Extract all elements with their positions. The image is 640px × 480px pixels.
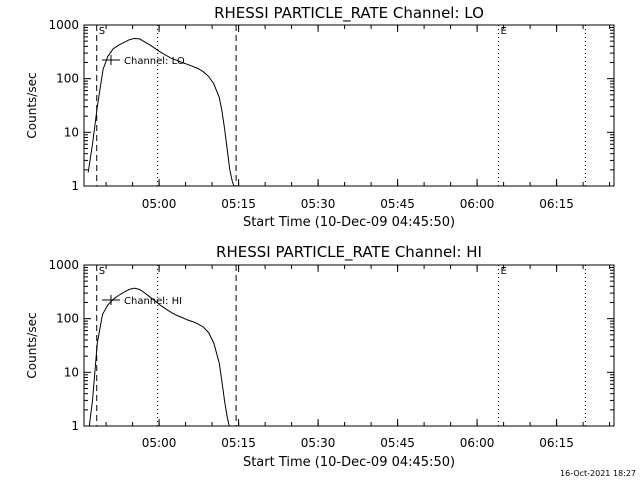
x-tick-label: 06:00	[460, 436, 495, 450]
series-line	[87, 37, 235, 187]
y-tick-label: 1	[71, 179, 79, 193]
x-axis-label: Start Time (10-Dec-09 04:45:50)	[243, 215, 455, 230]
y-tick-label: 1	[71, 419, 79, 433]
marker-label: S	[99, 26, 105, 37]
y-axis-label: Counts/sec	[25, 72, 39, 138]
x-tick-label: 06:15	[539, 436, 574, 450]
y-tick-label: 1000	[48, 258, 79, 272]
y-tick-label: 10	[64, 365, 79, 379]
chart-title: RHESSI PARTICLE_RATE Channel: HI	[216, 243, 482, 262]
x-tick-label: 05:00	[142, 436, 177, 450]
x-tick-label: 05:15	[221, 197, 256, 211]
y-tick-label: 10	[64, 125, 79, 139]
series-line	[88, 287, 230, 427]
x-tick-label: 05:00	[142, 197, 177, 211]
x-tick-label: 05:30	[301, 197, 336, 211]
marker-label: E	[500, 266, 506, 277]
chart-title: RHESSI PARTICLE_RATE Channel: LO	[214, 4, 484, 23]
legend-label: Channel: HI	[124, 296, 182, 307]
chart-panel-hi: RHESSI PARTICLE_RATE Channel: HI Start Ti…	[25, 243, 615, 470]
x-axis-label: Start Time (10-Dec-09 04:45:50)	[243, 455, 455, 470]
x-tick-label: 06:15	[539, 197, 574, 211]
y-axis-label: Counts/sec	[25, 312, 39, 378]
y-tick-label: 100	[56, 72, 79, 86]
y-tick-label: 100	[56, 312, 79, 326]
marker-label: S	[99, 266, 105, 277]
chart-panel-lo: RHESSI PARTICLE_RATE Channel: LO Start Ti…	[25, 4, 615, 230]
plot-frame	[83, 24, 615, 187]
plot-frame	[83, 264, 615, 427]
x-tick-label: 05:30	[301, 436, 336, 450]
x-tick-label: 05:15	[221, 436, 256, 450]
footer-timestamp: 16-Oct-2021 18:27	[560, 469, 636, 478]
marker-label: E	[500, 26, 506, 37]
x-tick-label: 05:45	[380, 436, 415, 450]
y-tick-label: 1000	[48, 18, 79, 32]
x-tick-label: 06:00	[460, 197, 495, 211]
x-tick-label: 05:45	[380, 197, 415, 211]
legend-label: Channel: LO	[124, 56, 185, 67]
